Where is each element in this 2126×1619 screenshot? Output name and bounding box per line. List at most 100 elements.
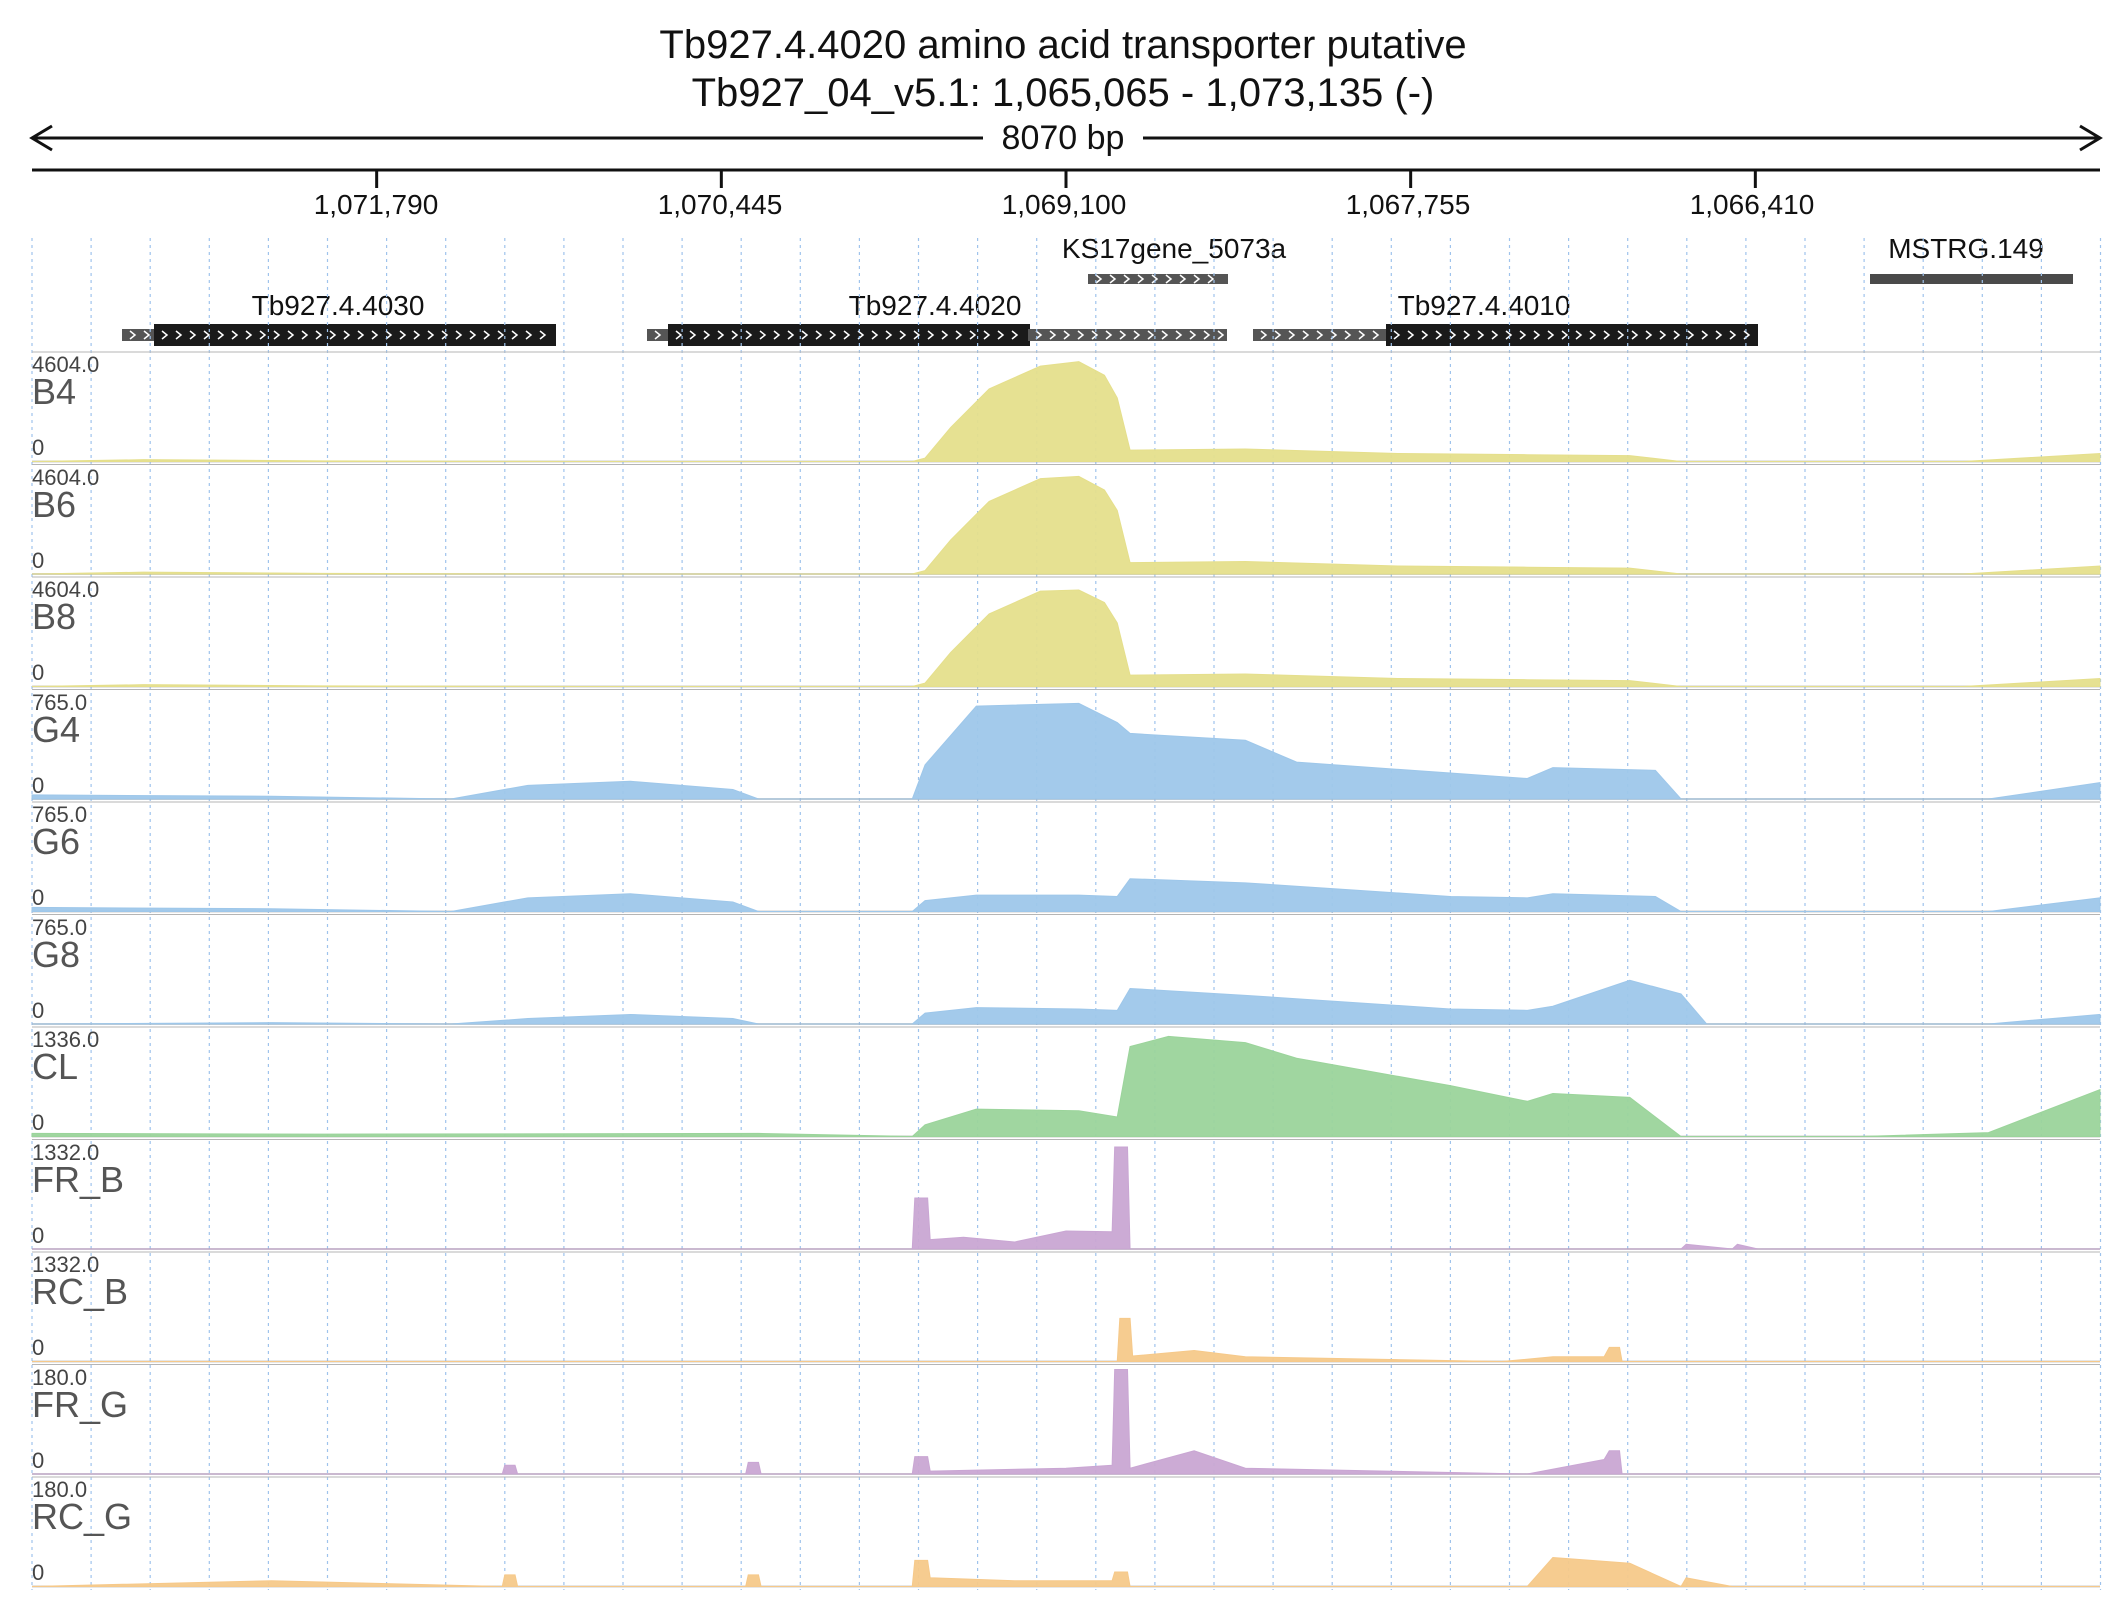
strand-arrow-icon bbox=[1123, 274, 1131, 284]
strand-arrow-icon bbox=[689, 330, 697, 340]
strand-arrow-icon bbox=[1217, 330, 1225, 340]
strand-arrow-icon bbox=[773, 330, 781, 340]
strand-arrow-icon bbox=[1589, 330, 1597, 340]
strand-arrow-icon bbox=[1358, 330, 1366, 340]
strand-arrow-icon bbox=[143, 330, 151, 340]
strand-arrow-icon bbox=[801, 330, 809, 340]
strand-arrow-icon bbox=[1575, 330, 1583, 340]
strand-arrow-icon bbox=[217, 330, 225, 340]
strand-arrow-icon bbox=[1631, 330, 1639, 340]
strand-arrow-icon bbox=[231, 330, 239, 340]
coverage-area-rc-b bbox=[32, 1317, 2100, 1363]
strand-arrow-icon bbox=[161, 330, 169, 340]
strand-arrow-icon bbox=[413, 330, 421, 340]
gene-label-ks17gene: KS17gene_5073a bbox=[1061, 233, 1287, 264]
track-name: B4 bbox=[32, 371, 77, 412]
strand-arrow-icon bbox=[129, 330, 137, 340]
strand-arrow-icon bbox=[675, 330, 683, 340]
tick-label-5: 1,066,410 bbox=[1689, 189, 1815, 220]
strand-arrow-icon bbox=[815, 330, 823, 340]
span-length-label: 8070 bp bbox=[983, 118, 1143, 158]
track-min-value: 0 bbox=[32, 435, 45, 460]
strand-arrow-icon bbox=[539, 330, 547, 340]
strand-arrow-icon bbox=[469, 330, 477, 340]
strand-arrow-icon bbox=[1302, 330, 1310, 340]
track-max-value: 765.0 bbox=[32, 802, 88, 827]
strand-arrow-icon bbox=[1175, 330, 1183, 340]
track-marks bbox=[31, 351, 2101, 1588]
strand-arrow-icon bbox=[525, 330, 533, 340]
strand-arrow-icon bbox=[273, 330, 281, 340]
strand-arrow-icon bbox=[1260, 330, 1268, 340]
strand-arrow-icon bbox=[759, 330, 767, 340]
track-min-value: 0 bbox=[32, 547, 45, 573]
track-min-value: 0 bbox=[32, 1560, 45, 1585]
gridlines bbox=[31, 238, 2102, 1590]
strand-arrow-icon bbox=[1449, 330, 1457, 340]
track-name: G8 bbox=[32, 933, 81, 975]
strand-arrow-icon bbox=[1179, 274, 1187, 284]
gene-4010-utr bbox=[1253, 329, 1388, 341]
strand-arrow-icon bbox=[1393, 330, 1401, 340]
strand-arrow-icon bbox=[1161, 330, 1169, 340]
coverage-area-fr-b bbox=[32, 1146, 2100, 1250]
gene-track bbox=[122, 274, 2073, 346]
track-min-value: 0 bbox=[32, 1335, 45, 1360]
track-max-value: 4604.0 bbox=[32, 464, 100, 490]
gene-label-mstrg: MSTRG.149 bbox=[1888, 233, 2044, 264]
strand-arrow-icon bbox=[1063, 330, 1071, 340]
strand-arrow-icon bbox=[1193, 274, 1201, 284]
track-max-value: 1332.0 bbox=[32, 1139, 100, 1165]
tick-label-3: 1,069,100 bbox=[1001, 189, 1127, 220]
strand-arrow-icon bbox=[385, 330, 393, 340]
strand-arrow-icon bbox=[1547, 330, 1555, 340]
strand-arrow-icon bbox=[1133, 330, 1141, 340]
coverage-area-g4 bbox=[31, 702, 2101, 800]
strand-arrow-icon bbox=[1463, 330, 1471, 340]
span-arrow-right-icon bbox=[2079, 124, 2103, 152]
strand-arrow-icon bbox=[1119, 330, 1127, 340]
strand-arrow-icon bbox=[1035, 330, 1043, 340]
strand-arrow-icon bbox=[927, 330, 935, 340]
strand-arrow-icon bbox=[654, 330, 662, 340]
strand-arrow-icon bbox=[1687, 330, 1695, 340]
track-name: G6 bbox=[32, 821, 81, 862]
track-name: RC_G bbox=[32, 1496, 133, 1537]
strand-arrow-icon bbox=[245, 330, 253, 340]
strand-arrow-icon bbox=[189, 330, 197, 340]
track-min-value: 0 bbox=[32, 885, 45, 910]
strand-arrow-icon bbox=[357, 330, 365, 340]
track-max-value: 1336.0 bbox=[32, 1027, 100, 1052]
strand-arrow-icon bbox=[969, 330, 977, 340]
strand-arrow-icon bbox=[1421, 330, 1429, 340]
strand-arrow-icon bbox=[1603, 330, 1611, 340]
strand-arrow-icon bbox=[1407, 330, 1415, 340]
strand-arrow-icon bbox=[787, 330, 795, 340]
strand-arrow-icon bbox=[843, 330, 851, 340]
gene-4010-cds bbox=[1386, 324, 1758, 346]
strand-arrow-icon bbox=[1435, 330, 1443, 340]
strand-arrow-icon bbox=[745, 330, 753, 340]
strand-arrow-icon bbox=[1561, 330, 1569, 340]
strand-arrow-icon bbox=[1617, 330, 1625, 340]
coverage-area-b8 bbox=[31, 589, 2101, 687]
track-name: B6 bbox=[32, 483, 77, 525]
strand-arrow-icon bbox=[1491, 330, 1499, 340]
strand-arrow-icon bbox=[1316, 330, 1324, 340]
coverage-area-rc-g bbox=[31, 1556, 2100, 1588]
gene-4020-utr5 bbox=[647, 329, 670, 341]
strand-arrow-icon bbox=[1077, 330, 1085, 340]
strand-arrow-icon bbox=[885, 330, 893, 340]
track-min-value: 0 bbox=[32, 1222, 45, 1248]
strand-arrow-icon bbox=[1109, 274, 1117, 284]
strand-arrow-icon bbox=[511, 330, 519, 340]
strand-arrow-icon bbox=[1533, 330, 1541, 340]
strand-arrow-icon bbox=[871, 330, 879, 340]
strand-arrow-icon bbox=[343, 330, 351, 340]
track-max-value: 1332.0 bbox=[32, 1252, 100, 1277]
strand-arrow-icon bbox=[483, 330, 491, 340]
strand-arrow-icon bbox=[1105, 330, 1113, 340]
strand-arrow-icon bbox=[441, 330, 449, 340]
